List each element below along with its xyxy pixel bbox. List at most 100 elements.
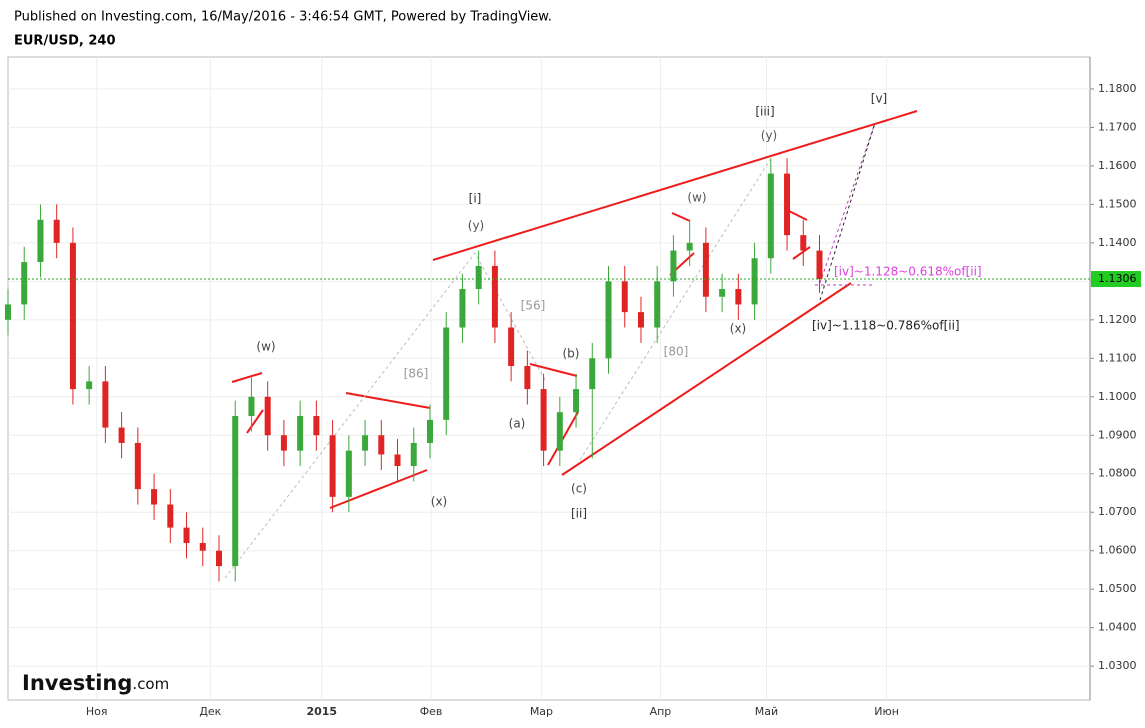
candle-body: [378, 435, 385, 455]
candle-body: [670, 250, 677, 282]
candle-body: [134, 442, 141, 490]
annotation: (a): [509, 417, 526, 431]
candle-body: [784, 173, 791, 236]
candle-body: [280, 435, 287, 451]
candle-body: [767, 173, 774, 259]
trend-line: [329, 469, 428, 509]
y-tick-label: 1.0700: [1098, 505, 1137, 518]
last-price-label: 1.1306: [1098, 272, 1137, 285]
last-price-box: [1091, 271, 1141, 288]
candle-body: [199, 543, 206, 551]
trend-line: [345, 392, 431, 409]
annotation: [80]: [664, 345, 689, 359]
x-tick-label: Июн: [874, 705, 899, 718]
candle-body: [410, 442, 417, 467]
candle-body: [426, 419, 433, 443]
projection: [819, 122, 876, 301]
y-tick-label: 1.1000: [1098, 390, 1137, 403]
y-tick-label: 1.0900: [1098, 428, 1137, 441]
candle-body: [232, 416, 239, 567]
trend-line: [231, 372, 263, 383]
candle-body: [86, 381, 93, 390]
wave-guide: [579, 159, 771, 461]
candle-body: [5, 304, 11, 320]
y-tick-label: 1.1700: [1098, 120, 1137, 133]
annotation: [iii]: [755, 105, 774, 119]
x-tick-label: Дек: [199, 705, 221, 718]
annotation: (w): [687, 191, 706, 205]
candle-body: [37, 219, 44, 263]
annotation: (b): [563, 347, 580, 361]
annotation: [iv]~1.128~0.618%of[ii]: [834, 265, 982, 279]
drawings: [231, 110, 918, 509]
candle-body: [751, 258, 758, 305]
trend-line: [529, 363, 578, 377]
annotation: (y): [468, 219, 484, 233]
trend-line: [671, 212, 691, 222]
annotation: [iv]~1.118~0.786%of[ii]: [812, 319, 960, 333]
candle-body: [508, 327, 515, 366]
candle-body: [345, 450, 352, 497]
candle-body: [556, 412, 563, 451]
logo: Investing.com: [22, 671, 169, 695]
candle-body: [735, 289, 742, 305]
candle-body: [102, 381, 109, 428]
y-tick-label: 1.1100: [1098, 351, 1137, 364]
candle-body: [394, 454, 401, 467]
candle-body: [313, 416, 320, 436]
trend-line: [432, 110, 918, 261]
candle-body: [605, 281, 612, 359]
candle-body: [362, 435, 369, 451]
candle-body: [459, 289, 466, 328]
candle-body: [151, 489, 158, 505]
wave-guide: [224, 252, 546, 579]
y-tick-label: 1.0500: [1098, 582, 1137, 595]
candle-body: [621, 281, 628, 313]
candle-body: [167, 504, 174, 528]
candle-body: [524, 365, 531, 390]
x-tick-label: 2015: [306, 705, 337, 718]
candle-body: [573, 389, 580, 413]
candle-body: [21, 262, 28, 305]
candle-body: [589, 358, 596, 390]
y-tick-label: 1.1200: [1098, 313, 1137, 326]
candle-body: [719, 289, 726, 297]
x-tick-label: Мар: [530, 705, 553, 718]
trend-line: [547, 411, 579, 466]
annotation: (y): [761, 129, 777, 143]
annotation: [i]: [469, 192, 482, 206]
symbol-title: EUR/USD, 240: [14, 34, 116, 49]
projection: [819, 122, 876, 284]
y-tick-label: 1.1800: [1098, 82, 1137, 95]
candle-body: [118, 427, 125, 443]
y-tick-label: 1.0300: [1098, 659, 1137, 672]
candle-body: [248, 396, 255, 417]
y-tick-label: 1.0400: [1098, 621, 1137, 634]
candle-body: [702, 242, 709, 297]
y-tick-label: 1.0600: [1098, 544, 1137, 557]
x-tick-label: Ноя: [86, 705, 108, 718]
trend-line: [786, 209, 808, 221]
x-tick-label: Апр: [650, 705, 672, 718]
candle-body: [443, 327, 450, 420]
candle-body: [297, 416, 304, 451]
annotation: (w): [256, 340, 275, 354]
plot-frame: [7, 56, 1091, 701]
candle-body: [183, 527, 190, 544]
y-tick-label: 1.1500: [1098, 197, 1137, 210]
candle-body: [686, 242, 693, 251]
candle-body: [800, 235, 807, 251]
trend-line: [246, 409, 264, 434]
candle-body: [69, 242, 76, 390]
x-tick-label: Май: [755, 705, 778, 718]
candle-body: [654, 281, 661, 328]
candle-body: [215, 550, 222, 567]
candle-body: [491, 265, 498, 328]
trend-line: [792, 246, 811, 260]
candle-body: [540, 389, 547, 451]
annotation: (x): [431, 495, 447, 509]
y-tick-label: 1.1400: [1098, 236, 1137, 249]
candle-body: [475, 265, 482, 290]
